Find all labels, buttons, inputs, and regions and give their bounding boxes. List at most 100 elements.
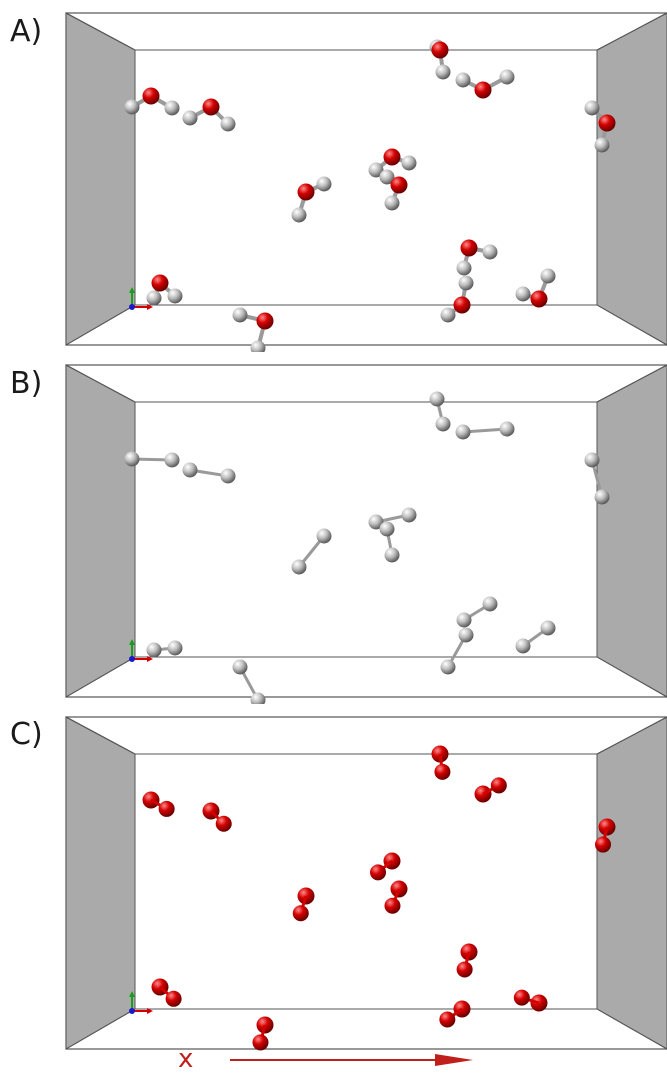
- oxygen-atom: [252, 1034, 269, 1051]
- molecule: [455, 69, 515, 99]
- hydrogen-atom: [401, 507, 417, 523]
- molecule: [146, 274, 183, 306]
- box-edge: [65, 12, 136, 51]
- hydrogen-atom: [368, 162, 384, 178]
- oxygen-pair: [513, 989, 540, 1006]
- oxygen-pair: [150, 798, 175, 817]
- box-edge: [65, 656, 136, 698]
- box-back-face: [134, 49, 598, 306]
- box-edge: [596, 304, 667, 346]
- box-edge: [596, 656, 667, 698]
- axis-y-arrowhead: [129, 287, 135, 293]
- oxygen-atom: [202, 98, 220, 116]
- oxygen-atom: [474, 81, 492, 99]
- oxygen-pair: [384, 888, 401, 914]
- molecule: [291, 528, 332, 575]
- molecule: [368, 148, 417, 178]
- oxygen-atom: [370, 864, 387, 881]
- hydrogen-atom: [584, 100, 600, 116]
- hydrogen-atom: [499, 69, 515, 85]
- molecule: [291, 176, 332, 223]
- hydrogen-atom: [458, 627, 474, 643]
- hydrogen-atom: [167, 640, 183, 656]
- axis-y-arrowhead: [129, 991, 135, 997]
- hydrogen-atom: [146, 290, 162, 306]
- oxygen-atom: [490, 777, 507, 794]
- hydrogen-atom: [455, 72, 471, 88]
- hydrogen-atom: [458, 275, 474, 291]
- box-edge: [596, 1008, 667, 1050]
- hydrogen-atom: [220, 468, 236, 484]
- molecule: [515, 268, 556, 308]
- oxygen-pair: [159, 985, 182, 1007]
- axis-x-arrowhead: [147, 1008, 153, 1014]
- hydrogen-atom: [594, 137, 610, 153]
- molecule: [440, 627, 474, 675]
- hydrogen-atom: [124, 99, 140, 115]
- hydrogen-atom: [182, 110, 198, 126]
- molecule: [429, 39, 451, 80]
- oxygen-pair: [252, 1024, 269, 1051]
- box-edge: [65, 1008, 136, 1050]
- molecule: [379, 169, 408, 211]
- molecule: [124, 451, 180, 468]
- molecule: [232, 307, 274, 352]
- oxygen-pair: [595, 826, 612, 853]
- molecule: [456, 239, 498, 276]
- axis-x-arrowhead: [147, 656, 153, 662]
- box-edge: [596, 12, 667, 51]
- hydrogen-atom: [379, 521, 395, 537]
- box-outer-frame: [65, 716, 667, 1050]
- box-edge: [596, 364, 667, 403]
- box-back-face: [134, 753, 598, 1010]
- molecule: [379, 521, 400, 563]
- hydrogen-atom: [124, 451, 140, 467]
- hydrogen-atom: [146, 642, 162, 658]
- oxygen-atom: [595, 836, 612, 853]
- hydrogen-atom: [429, 391, 445, 407]
- hydrogen-atom: [482, 596, 498, 612]
- hydrogen-atom: [250, 340, 266, 352]
- hydrogen-atom: [540, 620, 556, 636]
- molecule: [455, 421, 515, 440]
- oxygen-atom: [215, 815, 232, 832]
- panel-label-b: B): [10, 366, 43, 401]
- molecule: [584, 100, 616, 153]
- hydrogen-atom: [164, 452, 180, 468]
- box-edge: [65, 716, 136, 755]
- axis-z-indicator: [129, 304, 135, 310]
- oxygen-pair: [370, 859, 393, 881]
- molecule: [456, 596, 498, 628]
- oxygen-pair: [434, 753, 451, 780]
- axis-x-arrowhead: [147, 304, 153, 310]
- hydrogen-atom: [250, 692, 266, 704]
- panel-b-simulation-box: [65, 364, 667, 704]
- axis-z-indicator: [129, 1008, 135, 1014]
- oxygen-atom: [256, 312, 274, 330]
- oxygen-pair: [209, 809, 232, 832]
- box-edge: [596, 716, 667, 755]
- hydrogen-atom: [435, 416, 451, 432]
- hydrogen-atom: [232, 307, 248, 323]
- oxygen-atom: [598, 114, 616, 132]
- hydrogen-atom: [291, 207, 307, 223]
- hydrogen-atom: [515, 638, 531, 654]
- molecule: [232, 659, 266, 704]
- oxygen-atom: [384, 897, 401, 914]
- box-edge: [65, 364, 136, 403]
- oxygen-atom: [439, 1011, 456, 1028]
- hydrogen-atom: [220, 116, 236, 132]
- oxygen-pair: [439, 1007, 463, 1028]
- hydrogen-atom: [384, 547, 400, 563]
- x-axis-label: x: [178, 1044, 194, 1074]
- molecule: [182, 462, 236, 484]
- box-left-wall: [65, 716, 136, 1050]
- oxygen-atom: [453, 296, 471, 314]
- oxygen-atom: [292, 905, 309, 922]
- box-left-wall: [65, 364, 136, 698]
- oxygen-atom: [431, 41, 449, 59]
- hydrogen-atom: [316, 176, 332, 192]
- oxygen-pair: [482, 777, 507, 796]
- oxygen-atom: [456, 961, 473, 978]
- oxygen-atom: [142, 87, 160, 105]
